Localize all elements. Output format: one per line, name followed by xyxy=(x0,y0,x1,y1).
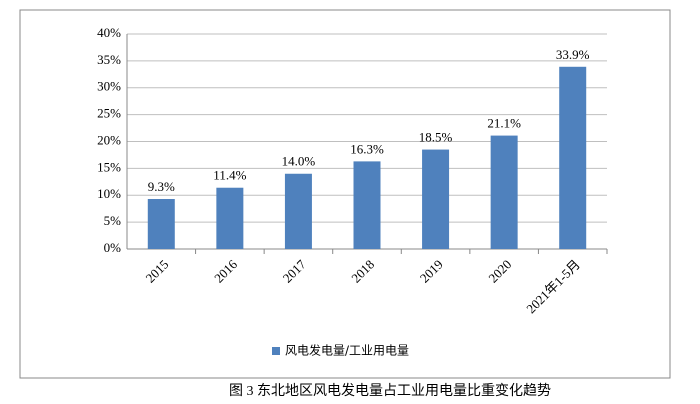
bar xyxy=(422,149,450,249)
bar xyxy=(284,173,312,249)
value-label: 16.3% xyxy=(350,141,384,156)
bar xyxy=(353,161,381,249)
x-tick-label: 2020 xyxy=(485,257,514,286)
x-tick-label: 2019 xyxy=(417,257,446,286)
legend-label: 风电发电量/工业用电量 xyxy=(285,343,409,358)
bar xyxy=(490,135,518,249)
chart-frame xyxy=(19,9,671,379)
y-tick-label: 10% xyxy=(97,186,121,201)
bar xyxy=(216,187,244,249)
y-tick-label: 5% xyxy=(104,213,122,228)
x-tick-label: 2018 xyxy=(348,257,377,286)
value-label: 21.1% xyxy=(487,116,521,131)
value-label: 11.4% xyxy=(213,168,246,183)
x-tick-label: 2021年1-5月 xyxy=(523,257,583,317)
x-tick-label: 2017 xyxy=(280,256,309,285)
y-tick-label: 20% xyxy=(97,132,121,147)
y-tick-label: 15% xyxy=(97,159,121,174)
bar xyxy=(559,66,587,249)
x-tick-label: 2016 xyxy=(211,256,240,285)
x-tick-label: 2015 xyxy=(143,257,172,286)
y-tick-label: 35% xyxy=(97,52,121,67)
value-label: 33.9% xyxy=(556,47,590,62)
y-tick-label: 40% xyxy=(97,25,121,40)
y-tick-label: 0% xyxy=(104,240,122,255)
value-label: 14.0% xyxy=(282,154,316,169)
value-label: 9.3% xyxy=(148,179,175,194)
y-tick-label: 25% xyxy=(97,106,121,121)
value-label: 18.5% xyxy=(419,130,453,145)
legend-swatch xyxy=(272,347,280,355)
y-tick-label: 30% xyxy=(97,79,121,94)
chart-title: 图 3 东北地区风电发电量占工业用电量比重变化趋势 xyxy=(229,383,551,399)
bar xyxy=(147,199,175,249)
